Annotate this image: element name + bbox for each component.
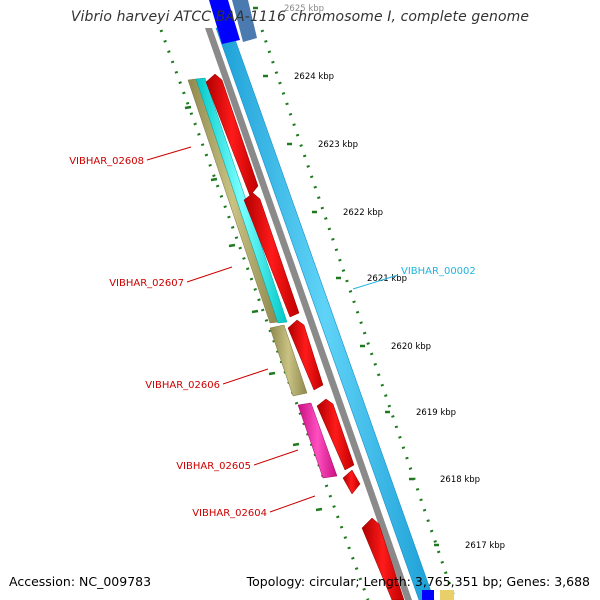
gene-magenta-02605 xyxy=(297,402,338,479)
topology-summary: Topology: circular; Length: 3,765,351 bp… xyxy=(246,574,590,589)
gene-label-leader xyxy=(269,495,316,513)
kbp-ticks: 2625 kbp 2624 kbp 2623 kbp 2622 kbp 2621 kbp… xyxy=(253,4,505,551)
tick-dash-group xyxy=(184,105,323,512)
cds-arrow-4 xyxy=(316,398,355,471)
accession-text: Accession: NC_009783 xyxy=(9,574,152,589)
kbp-tick-label: 2624 kbp xyxy=(294,72,334,82)
gene-label[interactable]: VIBHAR_02606 xyxy=(145,380,220,391)
feature-steel-top xyxy=(232,0,257,42)
gene-label-leader xyxy=(186,266,233,283)
gene-label[interactable]: VIBHAR_00002 xyxy=(401,266,476,277)
kbp-tick-label: 2625 kbp xyxy=(284,4,324,14)
gene-label-leader xyxy=(253,449,299,466)
gene-label[interactable]: VIBHAR_02604 xyxy=(192,508,267,519)
gene-label[interactable]: VIBHAR_02605 xyxy=(176,461,251,472)
gene-label-leader xyxy=(222,368,269,385)
cds-arrow-6 xyxy=(361,517,405,600)
feature-blue-top xyxy=(209,0,240,44)
map-title: Vibrio harveyi ATCC BAA-1116 chromosome … xyxy=(70,9,530,25)
cds-arrow-1 xyxy=(205,73,259,197)
kbp-tick-label: 2619 kbp xyxy=(416,408,456,418)
backbone-gray-strand xyxy=(205,28,412,600)
cds-arrow-5 xyxy=(342,469,361,495)
feature-yellow-bottom xyxy=(440,590,454,600)
cds-arrow-3 xyxy=(287,319,324,391)
gene-label[interactable]: VIBHAR_02607 xyxy=(109,278,184,289)
kbp-tick-label: 2618 kbp xyxy=(440,475,480,485)
cds-arrow-2 xyxy=(243,192,300,318)
gene-label-leader xyxy=(146,146,192,161)
gene-cyan-02607 xyxy=(195,77,288,324)
feature-blue-bottom xyxy=(422,590,434,600)
gene-olive-02606 xyxy=(269,324,308,397)
gene-label-leader xyxy=(352,274,399,290)
kbp-tick-label: 2622 kbp xyxy=(343,208,383,218)
gene-label[interactable]: VIBHAR_02608 xyxy=(69,156,144,167)
kbp-tick-label: 2620 kbp xyxy=(391,342,431,352)
kbp-tick-label: 2623 kbp xyxy=(318,140,358,150)
kbp-tick-label: 2617 kbp xyxy=(465,541,505,551)
gene-labels: VIBHAR_02608 VIBHAR_02607 VIBHAR_02606 VIBH… xyxy=(69,146,476,519)
kbp-tick-label: 2621 kbp xyxy=(367,274,407,284)
guide-line-right xyxy=(260,29,457,600)
